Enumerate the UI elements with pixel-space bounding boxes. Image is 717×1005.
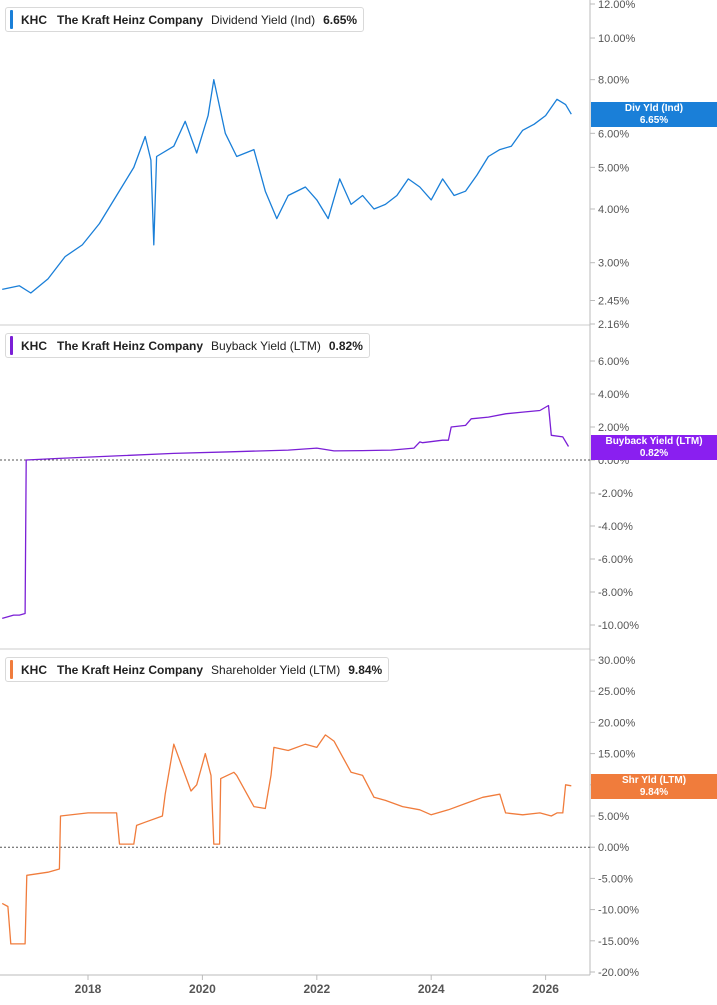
y-tick-label: -4.00%	[598, 521, 633, 533]
tag-value: 9.84%	[639, 787, 669, 798]
legend-swatch	[10, 10, 13, 29]
legend-swatch	[10, 336, 13, 355]
y-tick-label: 3.00%	[598, 258, 629, 270]
tag-name: Shr Yld (LTM)	[621, 775, 687, 786]
y-tick-label: 12.00%	[598, 0, 636, 11]
series-line-buyback	[2, 404, 570, 620]
y-tick-label: -2.00%	[598, 488, 633, 500]
y-tick-label: 10.00%	[598, 33, 636, 45]
series-line-dividend	[2, 79, 572, 294]
y-tick-label: 20.00%	[598, 717, 636, 729]
y-tick-label: 30.00%	[598, 655, 636, 667]
x-tick-label: 2018	[75, 982, 102, 996]
legend-value: 6.65%	[323, 12, 358, 27]
x-tick-label: 2024	[418, 982, 445, 996]
y-tick-label: 2.00%	[598, 422, 629, 434]
y-tick-label: 6.00%	[598, 128, 629, 140]
legend-company: The Kraft Heinz Company	[57, 662, 204, 677]
legend-ticker: KHC	[21, 662, 47, 677]
tag-name: Div Yld (Ind)	[624, 103, 684, 114]
last-value-tag-shareholder: Shr Yld (LTM) 9.84%	[591, 774, 717, 799]
y-tick-label: -10.00%	[598, 905, 639, 917]
legend-dividend: KHC The Kraft Heinz Company Dividend Yie…	[5, 7, 365, 32]
y-tick-label: 25.00%	[598, 686, 636, 698]
y-tick-label: 15.00%	[598, 749, 636, 761]
y-tick-label: 2.45%	[598, 295, 629, 307]
tag-name: Buyback Yield (LTM)	[605, 436, 703, 447]
legend-swatch	[10, 660, 13, 679]
legend-metric: Dividend Yield (Ind)	[211, 12, 316, 27]
legend-shareholder: KHC The Kraft Heinz Company Shareholder …	[5, 657, 390, 682]
tag-value: 0.82%	[639, 448, 669, 459]
y-tick-label: 4.00%	[598, 204, 629, 216]
y-tick-label: -15.00%	[598, 936, 639, 948]
y-tick-label: 0.00%	[598, 842, 629, 854]
legend-value: 9.84%	[348, 662, 383, 677]
legend-company: The Kraft Heinz Company	[57, 338, 204, 353]
legend-buyback: KHC The Kraft Heinz Company Buyback Yiel…	[5, 333, 370, 358]
y-tick-label: 8.00%	[598, 75, 629, 87]
y-tick-label: 5.00%	[598, 811, 629, 823]
legend-metric: Buyback Yield (LTM)	[211, 338, 321, 353]
series-line-shareholder	[1, 734, 572, 945]
x-tick-label: 2026	[532, 982, 559, 996]
legend-metric: Shareholder Yield (LTM)	[211, 662, 341, 677]
y-tick-label: 4.00%	[598, 389, 629, 401]
x-tick-label: 2022	[303, 982, 330, 996]
x-tick-label: 2020	[189, 982, 216, 996]
y-tick-label: -5.00%	[598, 873, 633, 885]
y-tick-label: -20.00%	[598, 967, 639, 979]
legend-ticker: KHC	[21, 338, 47, 353]
tag-value: 6.65%	[639, 115, 669, 126]
last-value-tag-buyback: Buyback Yield (LTM) 0.82%	[591, 435, 717, 460]
y-tick-label: 5.00%	[598, 162, 629, 174]
y-tick-label: 2.16%	[598, 319, 629, 331]
y-tick-label: -6.00%	[598, 554, 633, 566]
legend-company: The Kraft Heinz Company	[57, 12, 204, 27]
legend-value: 0.82%	[328, 338, 363, 353]
legend-ticker: KHC	[21, 12, 47, 27]
y-tick-label: -10.00%	[598, 620, 639, 632]
y-tick-label: -8.00%	[598, 587, 633, 599]
last-value-tag-dividend: Div Yld (Ind) 6.65%	[591, 102, 717, 127]
y-tick-label: 6.00%	[598, 356, 629, 368]
